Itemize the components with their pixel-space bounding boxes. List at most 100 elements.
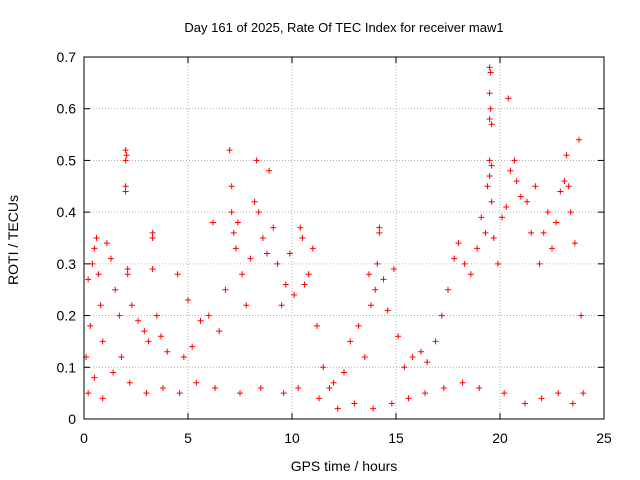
- data-point: [347, 338, 354, 345]
- data-point: [330, 379, 337, 386]
- data-point: [565, 183, 572, 190]
- data-point: [280, 390, 287, 397]
- data-point: [222, 286, 229, 293]
- data-point: [409, 353, 416, 360]
- plot-frame: [83, 56, 605, 420]
- data-point: [395, 333, 402, 340]
- data-point: [507, 167, 514, 174]
- data-point: [141, 328, 148, 335]
- data-point: [511, 157, 518, 164]
- data-point: [540, 229, 547, 236]
- data-point: [351, 400, 358, 407]
- data-point: [176, 390, 183, 397]
- data-point: [189, 343, 196, 350]
- data-point: [93, 235, 100, 241]
- data-point: [301, 281, 308, 288]
- data-point: [95, 271, 102, 278]
- data-point: [440, 384, 447, 391]
- x-tick-label: 15: [388, 430, 404, 446]
- data-point: [486, 157, 493, 164]
- data-point: [487, 105, 494, 112]
- x-tick-label: 25: [596, 430, 612, 446]
- data-point: [488, 162, 495, 169]
- y-tick-label: 0.1: [57, 359, 77, 375]
- data-point: [255, 209, 262, 216]
- data-point: [103, 240, 110, 247]
- data-point: [316, 395, 323, 402]
- data-point: [490, 235, 497, 241]
- data-point: [251, 198, 258, 205]
- data-point: [341, 369, 347, 376]
- data-point: [149, 229, 156, 236]
- data-point: [376, 229, 383, 236]
- data-point: [122, 188, 129, 195]
- grid: [84, 57, 604, 419]
- y-tick-label: 0.4: [57, 204, 77, 220]
- data-point: [549, 245, 555, 252]
- data-points: [83, 64, 587, 412]
- y-axis-label: ROTI / TECUs: [5, 195, 21, 285]
- data-point: [524, 198, 531, 205]
- data-point: [264, 250, 271, 257]
- data-point: [388, 400, 395, 407]
- chart-title: Day 161 of 2025, Rate Of TEC Index for r…: [184, 20, 503, 35]
- data-point: [482, 229, 489, 236]
- data-point: [124, 266, 131, 273]
- data-point: [309, 245, 316, 252]
- data-point: [445, 286, 451, 293]
- data-point: [128, 302, 135, 309]
- data-point: [320, 364, 327, 371]
- data-point: [422, 390, 429, 397]
- data-point: [505, 95, 512, 102]
- data-point: [180, 353, 187, 360]
- data-point: [532, 183, 539, 190]
- data-point: [305, 271, 312, 278]
- data-point: [326, 384, 333, 391]
- data-point: [237, 390, 243, 397]
- data-point: [149, 235, 156, 241]
- data-point: [91, 374, 98, 381]
- data-point: [286, 250, 293, 257]
- data-point: [124, 271, 131, 278]
- data-point: [521, 400, 528, 407]
- data-point: [401, 364, 408, 371]
- data-point: [118, 353, 125, 360]
- data-point: [459, 379, 466, 386]
- data-point: [334, 405, 341, 412]
- data-point: [112, 286, 119, 293]
- data-point: [578, 312, 585, 319]
- data-point: [484, 183, 491, 190]
- data-point: [567, 209, 574, 216]
- data-point: [143, 390, 150, 397]
- y-tick-label: 0.6: [57, 101, 77, 117]
- data-point: [488, 121, 495, 128]
- data-point: [270, 224, 277, 231]
- data-point: [123, 152, 130, 159]
- data-point: [517, 193, 524, 200]
- data-point: [153, 312, 160, 319]
- data-point: [174, 271, 181, 278]
- data-point: [486, 90, 493, 97]
- data-point: [376, 224, 383, 231]
- data-point: [569, 400, 576, 407]
- data-point: [122, 183, 129, 190]
- data-point: [135, 317, 142, 324]
- data-point: [230, 229, 237, 236]
- data-point: [487, 69, 494, 76]
- data-point: [355, 322, 362, 329]
- data-point: [197, 317, 204, 324]
- data-point: [486, 64, 493, 71]
- data-point: [259, 235, 266, 241]
- data-point: [494, 260, 501, 267]
- data-point: [499, 214, 506, 221]
- data-point: [295, 384, 302, 391]
- data-point: [193, 379, 200, 386]
- data-point: [216, 328, 223, 335]
- data-point: [380, 276, 387, 283]
- data-point: [91, 245, 98, 252]
- data-point: [122, 157, 129, 164]
- data-point: [116, 312, 123, 319]
- data-point: [571, 240, 578, 247]
- data-point: [228, 183, 235, 190]
